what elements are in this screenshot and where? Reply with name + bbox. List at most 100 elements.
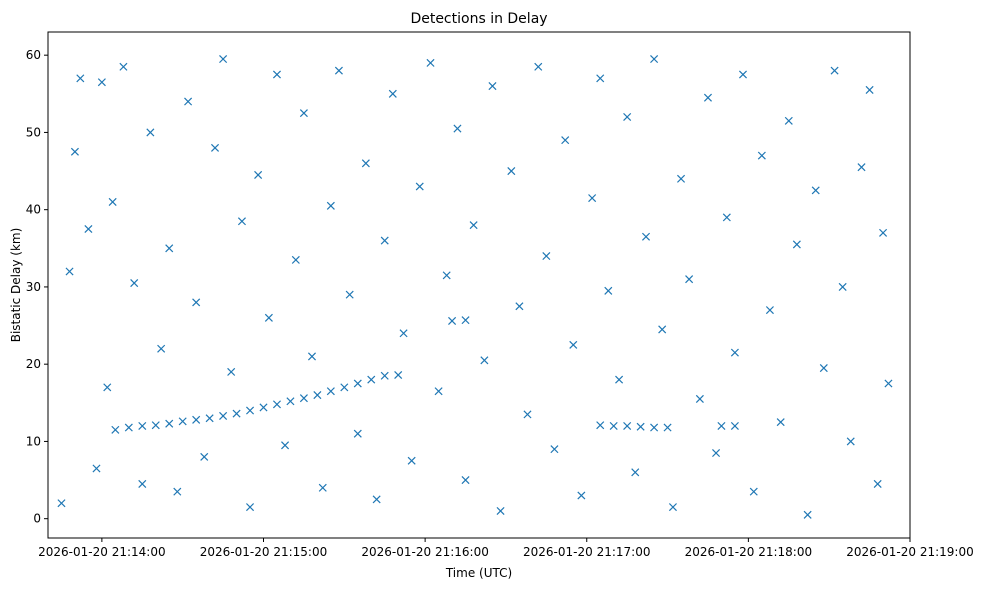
- track-point-17: [340, 383, 349, 392]
- track-point-26: [623, 421, 632, 431]
- scatter-point-48: [469, 221, 478, 230]
- scatter-point-49: [480, 356, 489, 365]
- scatter-point-78: [738, 70, 748, 79]
- scatter-point-41: [407, 456, 416, 465]
- scatter-point-21: [227, 367, 236, 376]
- y-tick-label: 40: [26, 203, 41, 217]
- scatter-point-29: [299, 109, 308, 118]
- scatter-point-27: [281, 441, 290, 450]
- scatter-point-42: [415, 182, 424, 191]
- x-axis-label: Time (UTC): [445, 566, 512, 580]
- scatter-point-43: [426, 58, 435, 67]
- scatter-point-32: [326, 201, 335, 210]
- track-point-14: [299, 394, 308, 403]
- track-point-31: [730, 421, 739, 431]
- track-point-1: [124, 423, 133, 432]
- scatter-point-92: [865, 85, 874, 94]
- scatter-point-44: [434, 387, 443, 396]
- scatter-point-20: [219, 55, 228, 64]
- track-point-10: [246, 406, 255, 415]
- track-point-11: [259, 403, 268, 412]
- scatter-point-31: [318, 483, 327, 492]
- track-point-9: [232, 409, 241, 418]
- y-tick-label: 50: [26, 125, 41, 139]
- scatter-point-46: [453, 124, 462, 133]
- scatter-point-73: [695, 394, 704, 403]
- scatter-point-40: [399, 329, 408, 338]
- track-point-27: [636, 422, 645, 431]
- scatter-point-17: [192, 298, 201, 307]
- x-tick-label: 2026-01-20 21:15:00: [200, 545, 327, 559]
- scatter-point-95: [884, 379, 893, 388]
- chart-title: Detections in Delay: [410, 11, 547, 27]
- x-tick-label: 2026-01-20 21:19:00: [846, 545, 973, 559]
- scatter-point-38: [380, 236, 389, 245]
- scatter-point-74: [703, 93, 712, 102]
- scatter-point-76: [722, 213, 731, 222]
- track-point-6: [192, 415, 201, 424]
- scatter-point-0: [57, 499, 66, 508]
- y-axis-label: Bistatic Delay (km): [9, 228, 23, 343]
- y-tick-label: 30: [26, 280, 41, 294]
- track-point-23: [461, 316, 470, 325]
- track-point-16: [326, 387, 335, 396]
- scatter-point-34: [345, 290, 354, 299]
- scatter-point-28: [291, 255, 300, 264]
- scatter-point-35: [353, 429, 362, 438]
- scatter-point-70: [668, 503, 677, 512]
- x-axis: 2026-01-20 21:14:00 2026-01-20 21:15:00 20…: [38, 538, 974, 559]
- scatter-point-37: [372, 495, 381, 504]
- y-tick-label: 60: [26, 48, 41, 62]
- scatter-point-89: [838, 282, 847, 291]
- scatter-point-81: [765, 306, 774, 315]
- track-point-5: [178, 417, 187, 426]
- scatter-point-18: [200, 452, 209, 461]
- scatter-point-25: [264, 313, 273, 322]
- scatter-point-79: [749, 487, 758, 496]
- y-tick-label: 20: [26, 357, 41, 371]
- scatter-point-72: [685, 275, 694, 284]
- scatter-point-30: [307, 352, 317, 361]
- scatter-point-51: [496, 506, 505, 515]
- scatter-point-52: [507, 167, 516, 176]
- scatter-point-58: [561, 136, 570, 145]
- track-point-13: [286, 397, 295, 406]
- scatter-point-13: [157, 344, 166, 353]
- scatter-point-66: [631, 468, 640, 477]
- y-tick-label: 0: [33, 512, 41, 526]
- scatter-point-45: [442, 271, 451, 280]
- track-point-22: [448, 316, 457, 325]
- scatter-point-56: [542, 252, 551, 261]
- scatter-point-61: [588, 194, 597, 203]
- track-point-30: [717, 421, 726, 431]
- scatter-point-84: [792, 240, 801, 249]
- track-point-12: [272, 400, 281, 409]
- scatter-point-64: [615, 375, 624, 384]
- scatter-point-67: [641, 232, 651, 241]
- scatter-point-87: [819, 364, 828, 373]
- y-tick-label: 10: [26, 434, 41, 448]
- marks-layer: [57, 55, 893, 519]
- scatter-point-63: [604, 286, 613, 295]
- y-axis: 0 10 20 30 40 50 60: [26, 48, 48, 526]
- scatter-point-14: [165, 244, 174, 253]
- scatter-point-23: [246, 503, 255, 512]
- track-point-2: [138, 421, 147, 431]
- scatter-point-3: [76, 74, 85, 83]
- scatter-point-12: [146, 128, 155, 137]
- scatter-point-39: [388, 89, 397, 98]
- track-point-29: [663, 423, 672, 432]
- track-point-25: [609, 421, 618, 431]
- scatter-point-11: [138, 479, 147, 488]
- scatter-point-69: [658, 325, 667, 334]
- scatter-point-47: [461, 476, 470, 485]
- scatter-point-62: [596, 74, 605, 83]
- track-point-15: [313, 391, 322, 400]
- track-point-7: [205, 414, 214, 423]
- track-point-28: [650, 423, 659, 432]
- scatter-point-6: [97, 78, 106, 87]
- scatter-point-9: [119, 62, 128, 71]
- scatter-point-71: [677, 174, 686, 183]
- scatter-point-5: [92, 464, 101, 473]
